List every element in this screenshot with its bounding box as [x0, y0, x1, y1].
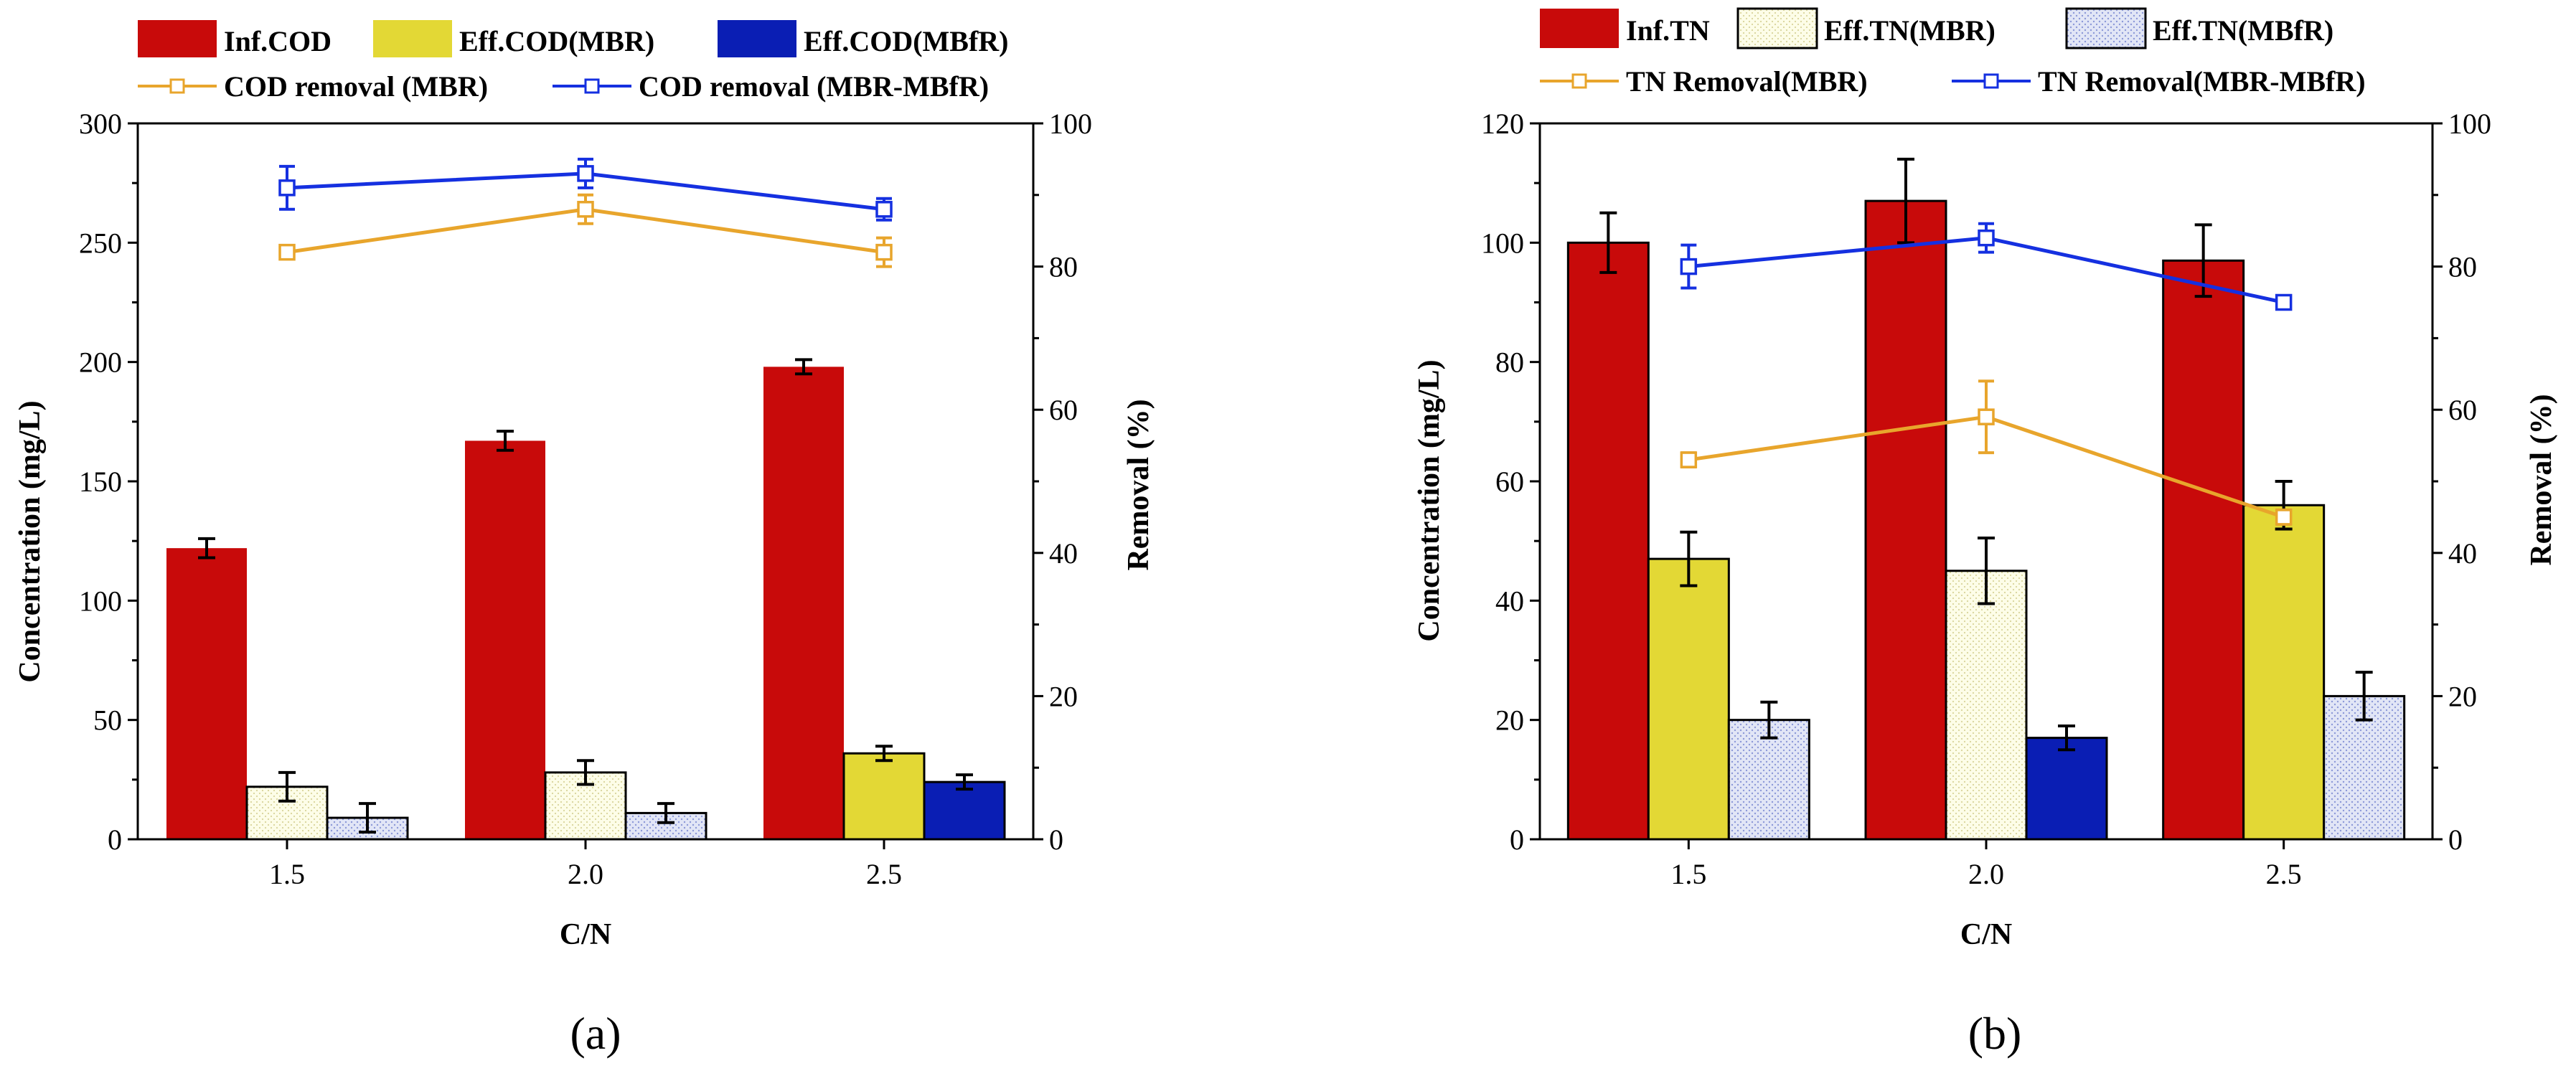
y-tick-label: 0: [1510, 823, 1524, 856]
y2-tick-label: 60: [1049, 394, 1078, 426]
bar-inf-cod-2.0: [465, 440, 545, 839]
legend-marker-cod-removal-mbr: [169, 78, 185, 94]
line-point-marker: [1680, 258, 1698, 275]
legend-marker-tn-removal-mbr: [1571, 73, 1587, 89]
y-tick-label: 80: [1495, 346, 1524, 379]
bar-eff-tn-mbr--1.5: [1647, 557, 1730, 841]
legend-label-cod-removal-mbr: COD removal (MBR): [224, 70, 488, 103]
bar-inf-tn-1.5: [1566, 241, 1650, 841]
bar-eff-tn-mbfr--2.0: [2025, 737, 2108, 841]
legend-label-inf-tn: Inf.TN: [1626, 14, 1710, 47]
y-axis-label-a: Concentration (mg/L): [14, 400, 47, 682]
plot-area-b: 0 20 40 60 80 100 120 0 20 40 60 80 100 1.5 2.0 2.5: [1481, 108, 2491, 890]
x-tick-label: 2.0: [1968, 858, 2004, 890]
legend-swatch-eff-cod-mbr: [373, 20, 452, 57]
y-tick-label: 60: [1495, 466, 1524, 498]
bar-inf-cod-1.5: [166, 548, 247, 839]
x-tick-label: 1.5: [1670, 858, 1706, 890]
legend-label-tn-removal-mbr: TN Removal(MBR): [1626, 65, 1868, 98]
y-tick-label: 0: [108, 823, 122, 856]
line-point-marker: [875, 243, 893, 261]
y-tick-label: 250: [79, 227, 122, 259]
y2-axis-label-a: Removal (%): [1122, 399, 1155, 570]
legend-swatch-eff-tn-mbr: [1736, 7, 1818, 49]
bar-eff-tn-mbfr--1.5: [1727, 719, 1810, 841]
y-tick-label: 50: [93, 704, 122, 737]
y2-tick-label: 20: [1049, 680, 1078, 712]
legend-a: Inf.COD Eff.COD(MBR) Eff.COD(MBfR) COD r…: [138, 20, 1009, 103]
y2-tick-label: 60: [2448, 394, 2477, 426]
line-point-marker: [278, 243, 296, 261]
x-tick-label: 2.0: [568, 858, 603, 890]
bar-inf-cod-2.5: [763, 367, 844, 839]
plot-frame: [136, 122, 1035, 841]
legend-label-eff-tn-mbfr: Eff.TN(MBfR): [2153, 14, 2333, 47]
line-point-marker: [577, 165, 594, 182]
legend-label-inf-cod: Inf.COD: [224, 25, 332, 57]
y2-tick-label: 0: [1049, 823, 1063, 856]
legend-label-eff-tn-mbr: Eff.TN(MBR): [1824, 14, 1996, 47]
legend-label-tn-removal-mbr-mbfr: TN Removal(MBR-MBfR): [2038, 65, 2366, 98]
y-tick-label: 200: [79, 346, 122, 379]
x-tick-label: 2.5: [866, 858, 902, 890]
legend-swatch-eff-tn-mbfr: [2065, 7, 2147, 49]
y2-tick-label: 80: [1049, 251, 1078, 283]
line-point-marker: [2275, 509, 2293, 526]
bar-eff-tn-mbr--2.5: [2242, 504, 2326, 841]
line-point-marker: [278, 179, 296, 197]
y2-tick-label: 20: [2448, 680, 2477, 712]
bar-inf-tn-2.5: [2162, 259, 2245, 841]
y2-tick-label: 80: [2448, 251, 2477, 283]
x-tick-label: 1.5: [269, 858, 305, 890]
line-point-marker: [2275, 293, 2293, 311]
x-tick-label: 2.5: [2266, 858, 2302, 890]
chart-panel-a: Inf.COD Eff.COD(MBR) Eff.COD(MBfR) COD r…: [14, 20, 1155, 1059]
y-tick-label: 150: [79, 466, 122, 498]
y-tick-label: 100: [1481, 227, 1524, 259]
y-tick-label: 100: [79, 585, 122, 617]
plot-area-a: 0 50 100 150 200 250 300 0 20 40 60 80 100 1.5 2.0 2.5: [79, 108, 1092, 890]
line-point-marker: [577, 201, 594, 218]
x-axis-label-a: C/N: [560, 918, 611, 951]
legend-b: Inf.TN Eff.TN(MBR) Eff.TN(MBfR) TN Remov…: [1540, 7, 2366, 98]
legend-swatch-eff-cod-mbfr: [718, 20, 796, 57]
y2-axis-label-b: Removal (%): [2525, 394, 2558, 565]
y2-tick-label: 0: [2448, 823, 2463, 856]
y-tick-label: 300: [79, 108, 122, 140]
bar-eff-cod-mbfr--2.5: [923, 780, 1006, 841]
legend-label-eff-cod-mbfr: Eff.COD(MBfR): [804, 25, 1009, 57]
y-tick-label: 40: [1495, 585, 1524, 617]
line-point-marker: [875, 201, 893, 218]
legend-label-cod-removal-mbr-mbfr: COD removal (MBR-MBfR): [639, 70, 989, 103]
line-point-marker: [1680, 451, 1698, 468]
y2-tick-label: 100: [2448, 108, 2491, 140]
legend-marker-cod-removal-mbr-mbfr: [584, 78, 600, 94]
legend-swatch-inf-cod: [138, 20, 217, 57]
legend-marker-tn-removal-mbr-mbfr: [1983, 73, 1999, 89]
y-axis-label-b: Concentration (mg/L): [1413, 359, 1446, 641]
y2-tick-label: 40: [2448, 537, 2477, 570]
y2-tick-label: 100: [1049, 108, 1092, 140]
line-point-marker: [1978, 408, 1995, 425]
y-tick-label: 120: [1481, 108, 1524, 140]
panel-label-a: (a): [570, 1008, 621, 1059]
y2-tick-label: 40: [1049, 537, 1078, 570]
x-axis-label-b: C/N: [1960, 918, 2012, 951]
bar-eff-cod-mbr--2.5: [842, 752, 926, 841]
legend-label-eff-cod-mbr: Eff.COD(MBR): [459, 25, 654, 57]
bar-eff-tn-mbr--2.0: [1945, 570, 2028, 841]
panel-label-b: (b): [1968, 1008, 2022, 1059]
bar-inf-tn-2.0: [1864, 199, 1947, 841]
line-point-marker: [1978, 229, 1995, 247]
chart-panel-b: Inf.TN Eff.TN(MBR) Eff.TN(MBfR) TN Remov…: [1413, 7, 2558, 1059]
y-tick-label: 20: [1495, 704, 1524, 737]
legend-swatch-inf-tn: [1540, 9, 1619, 48]
